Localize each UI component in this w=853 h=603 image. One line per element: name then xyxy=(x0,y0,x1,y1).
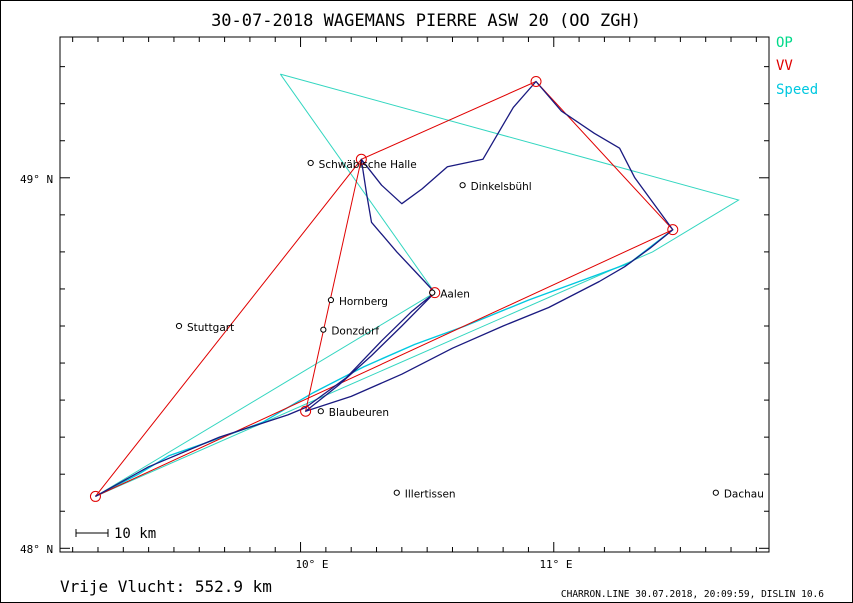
place-marker xyxy=(459,182,466,189)
place-marker xyxy=(317,408,324,415)
op-triangle xyxy=(95,73,740,497)
place-label: Donzdorf xyxy=(331,326,379,338)
place-marker xyxy=(320,326,327,333)
place-marker xyxy=(307,159,314,167)
flight-track xyxy=(95,80,674,497)
turnpoint-marker xyxy=(667,224,679,236)
turnpoint-marker xyxy=(300,405,312,417)
legend-speed: Speed xyxy=(776,82,818,98)
place-label: Blaubeuren xyxy=(329,407,389,419)
place-labels: Schwäbische Halle Dinkelsbühl Hornberg Stut… xyxy=(175,159,764,501)
place-label: Dinkelsbühl xyxy=(471,181,532,193)
vv-leg xyxy=(305,159,362,412)
turnpoint-marker xyxy=(89,490,101,502)
lat-label-48: 48° N xyxy=(20,543,53,556)
op-line xyxy=(95,73,740,497)
place-marker xyxy=(327,296,335,304)
place-label: Hornberg xyxy=(339,296,388,308)
plot-frame xyxy=(59,36,770,553)
lat-label-49: 49° N xyxy=(20,173,53,186)
place-label: Schwäbische Halle xyxy=(319,159,417,171)
place-marker xyxy=(175,322,183,330)
place-label: Aalen xyxy=(440,289,470,301)
axis-ticks xyxy=(60,37,769,552)
place-marker xyxy=(429,289,436,296)
place-marker xyxy=(393,489,400,496)
turnpoint-marker xyxy=(355,153,367,165)
place-label: Stuttgart xyxy=(187,322,234,334)
footer-program: CHARRON.LINE 30.07.2018, 20:09:59, DISLI… xyxy=(561,589,824,600)
footer-distance: Vrije Vlucht: 552.9 km xyxy=(60,577,272,596)
place-label: Illertissen xyxy=(405,489,456,501)
scale-label: 10 km xyxy=(114,526,156,542)
place-label: Dachau xyxy=(724,489,764,501)
legend-vv: VV xyxy=(776,58,793,74)
turnpoint-marker xyxy=(530,75,542,87)
lon-label-11: 11° E xyxy=(539,558,572,571)
place-marker xyxy=(712,489,719,496)
page-title: 30-07-2018 WAGEMANS PIERRE ASW 20 (OO ZG… xyxy=(211,11,641,31)
lon-label-10: 10° E xyxy=(295,558,328,571)
track-line xyxy=(95,80,674,497)
turnpoint-markers xyxy=(89,75,679,502)
speed-line xyxy=(95,229,674,498)
speed-track xyxy=(95,229,674,498)
scale-bar xyxy=(75,529,109,537)
legend-op: OP xyxy=(776,35,793,51)
